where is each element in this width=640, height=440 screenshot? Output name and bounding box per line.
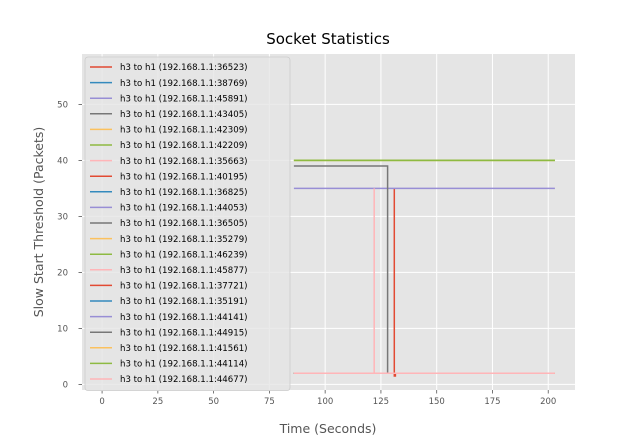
legend-box: [84, 56, 291, 392]
legend-entry: h3 to h1 (192.168.1.1:41561): [120, 344, 248, 354]
legend-entry: h3 to h1 (192.168.1.1:44677): [120, 375, 248, 385]
legend-entry: h3 to h1 (192.168.1.1:35663): [120, 157, 248, 167]
y-tick-label: 20: [57, 268, 68, 278]
legend-entry: h3 to h1 (192.168.1.1:43405): [120, 110, 248, 120]
y-tick-label: 40: [57, 156, 68, 166]
y-tick-label: 30: [57, 212, 68, 222]
x-tick-label: 50: [208, 397, 219, 407]
x-axis-ticks: 0 25 50 75 100 125 150 175 200: [99, 390, 556, 407]
x-tick-label: 100: [317, 397, 333, 407]
legend-entry: h3 to h1 (192.168.1.1:42209): [120, 141, 248, 151]
legend-entry: h3 to h1 (192.168.1.1:37721): [120, 282, 248, 292]
legend-entry: h3 to h1 (192.168.1.1:42309): [120, 126, 248, 136]
legend-entry: h3 to h1 (192.168.1.1:44915): [120, 328, 248, 338]
series-layer: [293, 159, 555, 377]
y-tick-label: 50: [57, 100, 68, 110]
legend-entry: h3 to h1 (192.168.1.1:44141): [120, 313, 248, 323]
legend-entry: h3 to h1 (192.168.1.1:38769): [120, 79, 248, 89]
x-tick-label: 0: [99, 397, 104, 407]
legend-entry: h3 to h1 (192.168.1.1:45877): [120, 266, 248, 276]
legend-entry: h3 to h1 (192.168.1.1:36523): [120, 63, 248, 73]
x-tick-label: 75: [264, 397, 275, 407]
legend-entry: h3 to h1 (192.168.1.1:45891): [120, 94, 248, 104]
legend-entry: h3 to h1 (192.168.1.1:44114): [120, 360, 248, 370]
x-tick-label: 200: [540, 397, 556, 407]
chart-title: Socket Statistics: [266, 30, 390, 48]
y-tick-label: 10: [57, 324, 68, 334]
y-tick-label: 0: [63, 380, 68, 390]
legend-entry: h3 to h1 (192.168.1.1:40195): [120, 172, 248, 182]
x-axis-label: Time (Seconds): [279, 421, 377, 436]
y-axis-label: Slow Start Threshold (Packets): [31, 127, 46, 318]
legend-entry: h3 to h1 (192.168.1.1:36825): [120, 188, 248, 198]
legend-entry: h3 to h1 (192.168.1.1:36505): [120, 219, 248, 229]
legend-entry: h3 to h1 (192.168.1.1:46239): [120, 250, 248, 260]
legend-entry: h3 to h1 (192.168.1.1:44053): [120, 204, 248, 214]
x-tick-label: 150: [429, 397, 445, 407]
x-tick-label: 125: [373, 397, 389, 407]
x-tick-label: 175: [484, 397, 500, 407]
legend-entry: h3 to h1 (192.168.1.1:35279): [120, 235, 248, 245]
y-axis-ticks: 0 10 20 30 40 50: [57, 100, 82, 390]
x-tick-label: 25: [152, 397, 163, 407]
legend: h3 to h1 (192.168.1.1:36523) h3 to h1 (19…: [84, 56, 291, 392]
legend-entry: h3 to h1 (192.168.1.1:35191): [120, 297, 248, 307]
